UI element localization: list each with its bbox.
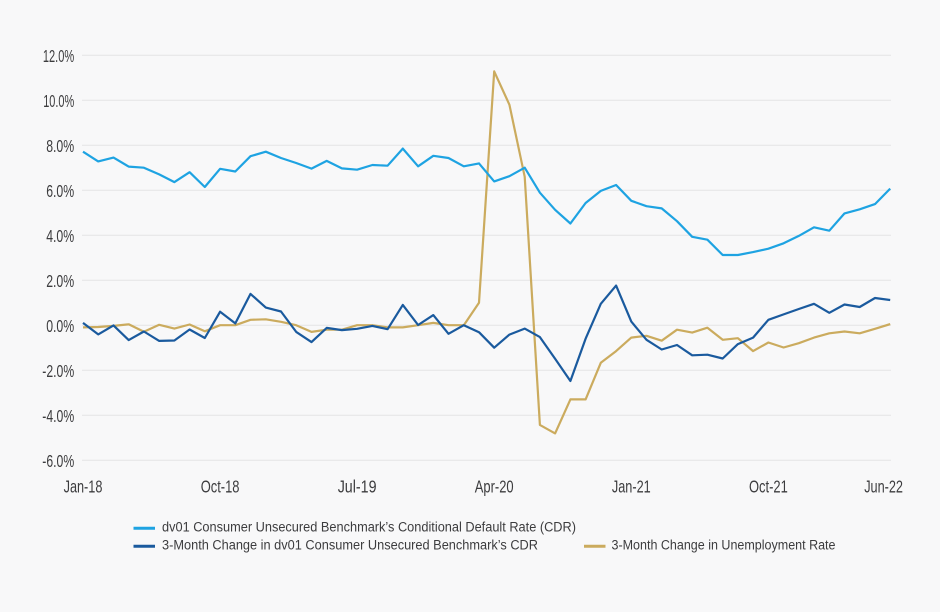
svg-text:3-Month Change in Unemployment: 3-Month Change in Unemployment Rate [612, 538, 836, 553]
svg-text:10.0%: 10.0% [43, 91, 74, 111]
svg-text:Apr-20: Apr-20 [475, 476, 514, 496]
svg-text:3-Month Change in dv01 Consume: 3-Month Change in dv01 Consumer Unsecure… [162, 538, 538, 553]
svg-text:0.0%: 0.0% [46, 316, 74, 336]
svg-text:Jun-22: Jun-22 [864, 476, 903, 496]
svg-text:4.0%: 4.0% [46, 226, 74, 246]
svg-text:Jan-21: Jan-21 [612, 476, 651, 496]
svg-text:Jan-18: Jan-18 [64, 476, 103, 496]
svg-text:-6.0%: -6.0% [42, 451, 74, 471]
svg-text:6.0%: 6.0% [46, 181, 74, 201]
svg-text:-4.0%: -4.0% [42, 406, 74, 426]
svg-text:-2.0%: -2.0% [42, 361, 74, 381]
svg-text:12.0%: 12.0% [43, 46, 74, 66]
svg-text:2.0%: 2.0% [46, 271, 74, 291]
svg-text:8.0%: 8.0% [46, 136, 74, 156]
svg-text:Oct-21: Oct-21 [749, 476, 788, 496]
svg-text:dv01 Consumer Unsecured Benchm: dv01 Consumer Unsecured Benchmark’s Cond… [162, 520, 576, 535]
svg-text:Jul-19: Jul-19 [338, 476, 377, 496]
svg-text:Oct-18: Oct-18 [201, 476, 240, 496]
